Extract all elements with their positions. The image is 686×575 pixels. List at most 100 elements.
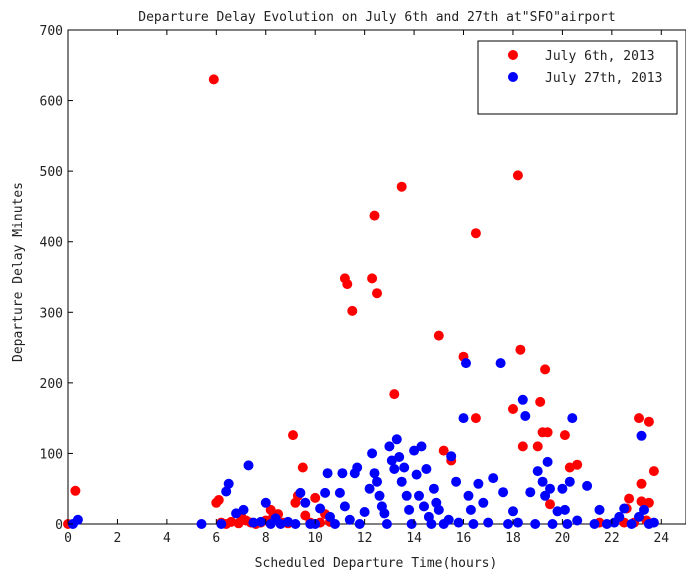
x-tick-label: 2 [114, 531, 122, 546]
x-tick-label: 6 [212, 531, 220, 546]
data-point [367, 448, 378, 459]
data-point [406, 519, 417, 529]
x-tick-label: 18 [505, 531, 521, 546]
data-point [70, 485, 81, 496]
x-tick-label: 14 [406, 531, 422, 546]
data-point [414, 490, 424, 501]
x-axis-label: Scheduled Departure Time(hours) [255, 556, 498, 571]
data-point [634, 413, 644, 424]
data-point [648, 466, 659, 477]
data-point [297, 462, 308, 473]
data-point [389, 464, 400, 474]
data-point [396, 476, 407, 487]
data-point [535, 396, 546, 407]
data-point [399, 462, 410, 473]
data-point [426, 519, 437, 529]
data-point [517, 394, 528, 405]
data-point [545, 483, 555, 494]
data-point [572, 459, 583, 470]
x-tick-label: 20 [555, 531, 571, 546]
data-point [636, 496, 647, 507]
data-point [495, 358, 506, 369]
data-point [310, 492, 321, 503]
data-point [461, 358, 471, 369]
data-point [512, 170, 523, 181]
data-point [367, 273, 378, 284]
data-point [300, 497, 311, 508]
data-point [559, 430, 570, 441]
data-point [557, 483, 568, 494]
data-point [364, 483, 375, 494]
y-tick-label: 700 [40, 24, 63, 39]
data-point [572, 515, 583, 526]
data-point [290, 519, 301, 529]
data-point [243, 460, 254, 471]
y-tick-label: 200 [40, 377, 63, 392]
data-point [320, 487, 331, 498]
data-point [503, 519, 513, 529]
data-point [374, 490, 385, 501]
data-point [446, 451, 457, 462]
data-point [636, 430, 647, 441]
data-point [525, 487, 536, 498]
x-tick-label: 8 [262, 531, 270, 546]
data-point [354, 519, 365, 529]
data-point [478, 497, 489, 508]
data-point [473, 478, 484, 489]
data-point [396, 181, 407, 192]
data-point [344, 514, 355, 525]
y-tick-label: 0 [55, 518, 63, 533]
data-point [438, 445, 449, 456]
data-point [508, 506, 518, 517]
data-point [470, 228, 481, 239]
x-tick-label: 24 [653, 531, 669, 546]
data-point [369, 210, 380, 221]
data-point [255, 516, 266, 527]
series-july-27 [67, 358, 659, 529]
legend: July 6th, 2013 July 27th, 2013 [477, 40, 678, 115]
data-point [470, 413, 481, 424]
data-point [359, 507, 370, 517]
data-point [463, 490, 474, 501]
x-tick-label: 4 [163, 531, 171, 546]
data-point [643, 497, 654, 508]
data-point [636, 478, 647, 489]
y-axis-label: Departure Delay Minutes [11, 182, 26, 362]
data-point [433, 330, 444, 341]
data-point [639, 504, 649, 515]
data-point [216, 519, 227, 529]
data-point [325, 511, 335, 522]
data-point [498, 487, 509, 498]
data-point [409, 445, 420, 456]
data-point [601, 519, 612, 529]
y-tick-label: 300 [40, 306, 63, 321]
x-axis: 0 2 4 6 8 10 12 14 16 18 20 22 24 [64, 30, 669, 546]
data-point [453, 517, 464, 528]
data-point [248, 517, 259, 528]
data-point [488, 473, 499, 484]
data-point [238, 504, 249, 515]
data-point [372, 476, 382, 487]
legend-label-july-6: July 6th, 2013 [545, 49, 655, 64]
data-point [389, 389, 400, 400]
data-point [394, 452, 405, 462]
y-tick-label: 100 [40, 447, 63, 462]
y-axis: 0 100 200 300 400 500 600 700 [40, 24, 73, 533]
data-point [386, 455, 397, 466]
data-point [589, 519, 600, 529]
data-point [530, 519, 541, 529]
data-point [339, 501, 350, 512]
data-point [347, 305, 358, 316]
legend-marker-july-27 [508, 72, 518, 82]
legend-marker-july-6 [508, 50, 518, 60]
data-point [634, 511, 644, 522]
data-point [483, 517, 494, 528]
data-point [468, 519, 479, 529]
data-point [384, 441, 395, 452]
data-point [443, 514, 454, 525]
data-point [428, 483, 439, 494]
data-point [421, 464, 432, 474]
data-point [372, 288, 382, 299]
